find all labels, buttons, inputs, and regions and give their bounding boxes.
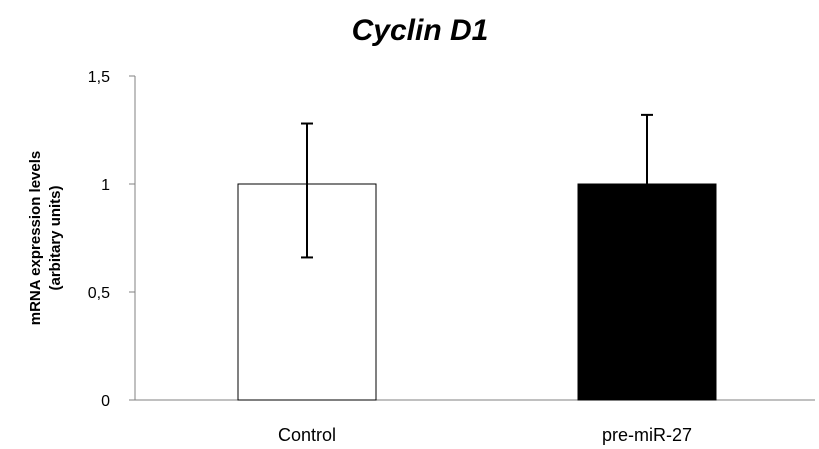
x-tick-label: pre-miR-27 [602,425,692,445]
y-tick-label: 0,5 [88,285,110,302]
error-bars [301,113,653,259]
y-tick-label: 1 [101,177,110,194]
y-tick-label: 0 [101,393,110,410]
y-tick-label: 1,5 [88,69,110,86]
y-axis-label-line2: (arbitary units) [47,185,64,290]
x-tick-label: Control [278,425,336,445]
y-axis-label: mRNA expression levels (arbitary units) [27,151,64,326]
y-ticks: 0 0,5 1 1,5 [88,69,135,410]
y-axis-label-line1: mRNA expression levels [27,151,44,326]
x-tick-labels: Control pre-miR-27 [278,425,692,445]
bars [237,183,717,401]
chart-title: Cyclin D1 [352,14,489,47]
bar-1 [577,183,717,401]
